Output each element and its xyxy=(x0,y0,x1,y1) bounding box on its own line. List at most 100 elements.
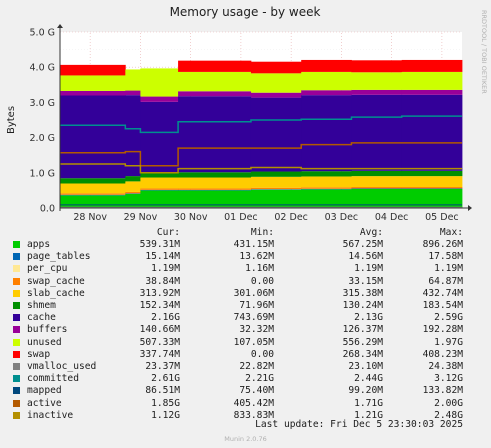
y-tick-label: 3.0 G xyxy=(30,98,56,109)
legend-value-min: 0.00 xyxy=(250,275,274,287)
area-swap xyxy=(351,60,403,73)
legend-value-cur: 1.12G xyxy=(151,409,180,421)
y-tick-label: 5.0 G xyxy=(30,28,56,39)
area-page_tables xyxy=(140,189,179,191)
area-apps xyxy=(301,189,352,208)
area-apps xyxy=(250,189,302,208)
area-apps xyxy=(401,188,463,208)
area-cache xyxy=(301,95,352,172)
legend-value-max: 183.54M xyxy=(422,300,463,311)
legend-swatch xyxy=(13,350,20,358)
area-buffers xyxy=(301,90,352,96)
legend-row: apps 539.31M 431.15M 567.25M 896.26M xyxy=(0,239,491,251)
area-shmem xyxy=(351,170,403,177)
area-unused xyxy=(250,73,302,93)
area-shmem xyxy=(140,172,179,178)
area-swap_cache xyxy=(401,187,463,189)
legend-value-avg: 130.24M xyxy=(342,300,383,311)
legend-col-cur: Cur: xyxy=(156,227,180,238)
legend-row: unused 507.33M 107.05M 556.29M 1.97G xyxy=(0,337,491,349)
legend-value-cur: 539.31M xyxy=(139,239,180,250)
area-shmem xyxy=(178,172,252,178)
area-swap_cache xyxy=(351,187,403,189)
area-unused xyxy=(301,71,352,91)
legend-value-min: 75.40M xyxy=(239,385,274,397)
area-slab_cache xyxy=(178,177,252,189)
legend-series-name: committed xyxy=(27,373,79,385)
legend-swatch xyxy=(13,289,20,297)
area-apps xyxy=(178,190,252,208)
legend-value-max: 24.38M xyxy=(428,361,463,372)
legend-series-name: cache xyxy=(27,312,56,324)
x-tick-label: 01 Dec xyxy=(224,212,258,223)
area-shmem xyxy=(250,171,302,177)
area-cache xyxy=(351,94,403,171)
line-active xyxy=(60,142,462,167)
area-apps xyxy=(351,188,403,208)
legend-row: shmem 152.34M 71.96M 130.24M 183.54M xyxy=(0,300,491,312)
legend-series-name: per_cpu xyxy=(27,263,68,275)
area-swap_cache xyxy=(301,187,352,189)
legend-row: committed 2.61G 2.21G 2.44G 3.12G xyxy=(0,373,491,385)
legend-value-avg: 33.15M xyxy=(348,275,383,287)
legend-row: buffers 140.66M 32.32M 126.37M 192.28M xyxy=(0,324,491,336)
x-tick-label: 30 Nov xyxy=(174,212,208,223)
area-cache xyxy=(140,101,179,173)
legend-value-max: 408.23M xyxy=(422,348,463,360)
area-buffers xyxy=(250,92,302,98)
y-tick-label: 1.0 G xyxy=(30,168,56,179)
line-committed xyxy=(60,115,462,134)
legend-swatch xyxy=(13,253,20,261)
y-tick-label: 2.0 G xyxy=(30,133,56,144)
area-buffers xyxy=(178,91,252,97)
legend-col-min: Min: xyxy=(250,227,274,238)
area-page_tables xyxy=(60,194,126,196)
legend-series-name: active xyxy=(27,397,62,409)
legend-value-max: 432.74M xyxy=(422,287,463,299)
legend-value-max: 2.48G xyxy=(434,409,463,421)
legend-value-min: 107.05M xyxy=(233,336,274,348)
legend-value-cur: 337.74M xyxy=(139,348,180,360)
area-unused xyxy=(401,71,463,90)
legend-row: cache 2.16G 743.69M 2.13G 2.59G xyxy=(0,312,491,324)
area-swap_cache xyxy=(250,187,302,190)
legend-swatch xyxy=(13,326,20,334)
area-swap xyxy=(401,59,463,72)
legend-value-cur: 2.61G xyxy=(151,373,180,385)
area-slab_cache xyxy=(125,181,141,192)
area-apps xyxy=(140,190,179,208)
area-unused xyxy=(178,71,252,92)
area-page_tables xyxy=(178,189,252,191)
legend-value-avg: 126.37M xyxy=(342,324,383,336)
area-buffers xyxy=(60,90,126,96)
legend-swatch xyxy=(13,399,20,407)
x-tick-label: 02 Dec xyxy=(274,212,308,223)
area-buffers xyxy=(140,96,179,102)
legend-series-name: mapped xyxy=(27,385,62,397)
x-tick-label: 04 Dec xyxy=(375,212,409,223)
legend-col-max: Max: xyxy=(439,227,463,238)
legend-swatch xyxy=(13,338,20,346)
legend-col-avg: Avg: xyxy=(359,227,383,238)
legend-value-cur: 507.33M xyxy=(139,336,180,348)
area-apps xyxy=(125,193,141,208)
legend-value-max: 1.19M xyxy=(434,263,463,275)
legend-swatch xyxy=(13,375,20,383)
legend-value-max: 192.28M xyxy=(422,324,463,336)
area-unused xyxy=(140,68,179,97)
x-tick-label: 28 Nov xyxy=(73,212,107,223)
area-unused xyxy=(351,72,403,90)
x-tick-label: 03 Dec xyxy=(325,212,359,223)
area-unused xyxy=(125,69,141,91)
legend-swatch xyxy=(13,277,20,285)
y-tick-label: 4.0 G xyxy=(30,63,56,74)
area-page_tables xyxy=(351,188,403,189)
y-axis-arrow xyxy=(57,24,63,28)
y-tick-label: 0.0 xyxy=(40,204,55,215)
area-buffers xyxy=(401,89,463,95)
footer-credit: Munin 2.0.76 xyxy=(224,435,267,443)
legend-value-min: 22.82M xyxy=(239,361,274,372)
legend-series-name: vmalloc_used xyxy=(27,361,97,372)
area-buffers xyxy=(125,90,141,96)
area-page_tables xyxy=(125,193,141,194)
